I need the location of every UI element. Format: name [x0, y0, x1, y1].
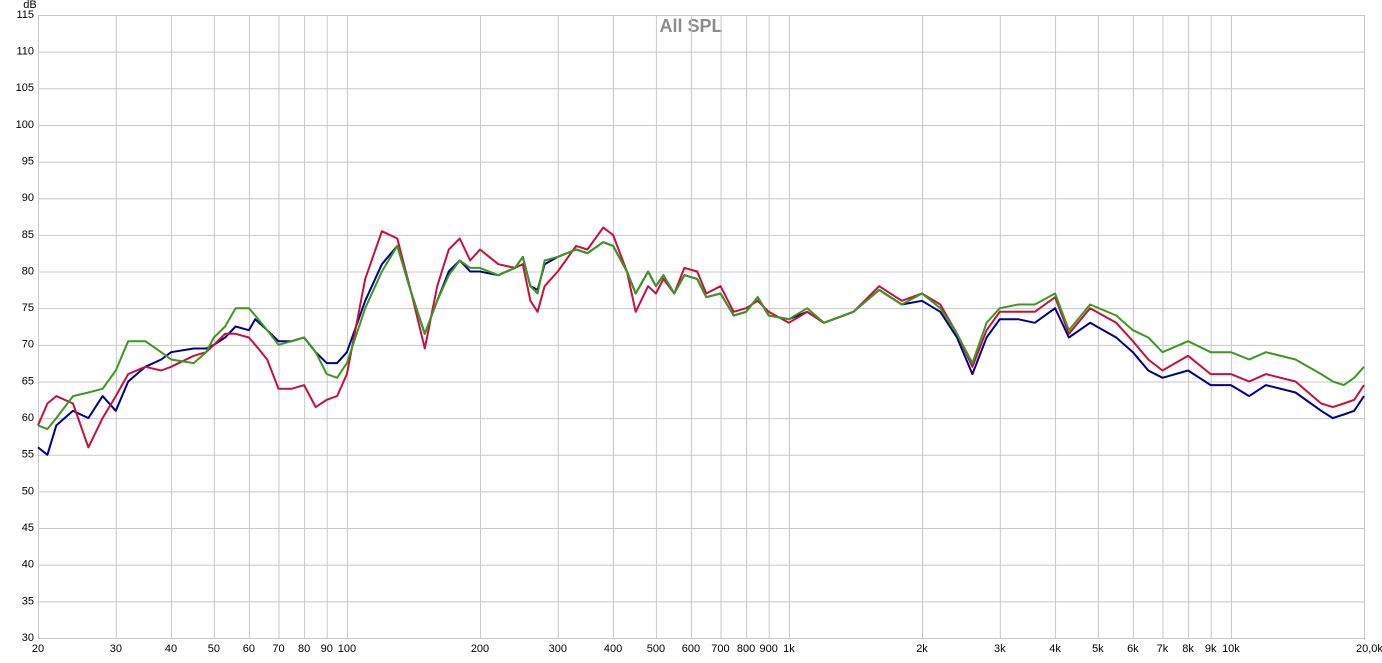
x-tick-label: 800: [737, 643, 755, 655]
y-tick-label: 90: [22, 192, 34, 204]
y-tick-label: 95: [22, 155, 34, 167]
y-tick-label: 35: [22, 595, 34, 607]
y-tick-label: 55: [22, 449, 34, 461]
x-tick-label: 2k: [916, 643, 928, 655]
x-tick-label: 500: [647, 643, 665, 655]
y-tick-label: 75: [22, 302, 34, 314]
y-tick-label: 100: [16, 119, 34, 131]
x-tick-label: 50: [208, 643, 220, 655]
x-tick-label: 20,0k Hz: [1356, 643, 1382, 655]
y-tick-label: 45: [22, 522, 34, 534]
x-tick-label: 30: [110, 643, 122, 655]
y-tick-label: 105: [16, 82, 34, 94]
y-axis-label: dB: [23, 0, 36, 11]
x-tick-label: 20: [32, 643, 44, 655]
plot-area: [38, 15, 1365, 639]
x-tick-label: 900: [760, 643, 778, 655]
y-tick-label: 60: [22, 412, 34, 424]
x-tick-label: 1k: [783, 643, 795, 655]
y-tick-label: 80: [22, 265, 34, 277]
x-tick-label: 300: [549, 643, 567, 655]
x-tick-label: 3k: [994, 643, 1006, 655]
x-tick-label: 40: [165, 643, 177, 655]
y-tick-label: 85: [22, 229, 34, 241]
x-tick-label: 700: [711, 643, 729, 655]
y-tick-label: 50: [22, 485, 34, 497]
x-tick-label: 7k: [1157, 643, 1169, 655]
line-series: [37, 226, 1365, 449]
x-tick-label: 200: [471, 643, 489, 655]
x-tick-label: 90: [321, 643, 333, 655]
x-tick-label: 70: [272, 643, 284, 655]
y-tick-label: 110: [16, 46, 34, 58]
x-tick-label: 8k: [1182, 643, 1194, 655]
y-tick-label: 30: [22, 632, 34, 644]
x-tick-label: 10k: [1222, 643, 1240, 655]
x-tick-label: 9k: [1205, 643, 1217, 655]
line-series: [37, 241, 1365, 431]
y-tick-label: 65: [22, 375, 34, 387]
x-tick-label: 4k: [1049, 643, 1061, 655]
y-tick-label: 115: [16, 9, 34, 21]
y-tick-label: 70: [22, 339, 34, 351]
x-tick-label: 80: [298, 643, 310, 655]
x-tick-label: 600: [682, 643, 700, 655]
x-tick-label: 60: [243, 643, 255, 655]
x-tick-label: 6k: [1127, 643, 1139, 655]
y-tick-label: 40: [22, 559, 34, 571]
x-tick-label: 100: [338, 643, 356, 655]
x-tick-label: 400: [604, 643, 622, 655]
x-tick-label: 5k: [1092, 643, 1104, 655]
